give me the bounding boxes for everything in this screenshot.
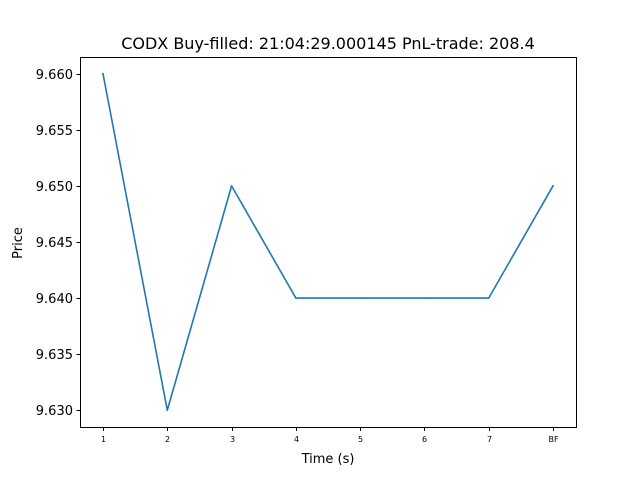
x-axis-ticks: 1 2 3 4 5 6 7 BF xyxy=(101,427,559,444)
data-point xyxy=(487,297,490,299)
x-tick-label: 4 xyxy=(294,435,299,444)
y-tick-label: 9.630 xyxy=(36,404,73,419)
price-series-line xyxy=(102,72,555,412)
y-tick-label: 9.655 xyxy=(36,124,73,139)
chart-title: CODX Buy-filled: 21:04:29.000145 PnL-tra… xyxy=(121,34,535,53)
data-point xyxy=(552,185,554,187)
x-axis-label: Time (s) xyxy=(301,452,355,467)
data-point xyxy=(230,185,233,187)
data-point xyxy=(102,73,104,75)
x-tick-label: 3 xyxy=(230,435,235,444)
x-tick-label: BF xyxy=(548,435,558,444)
y-axis-label: Price xyxy=(11,227,26,259)
data-point xyxy=(423,297,426,299)
x-tick-label: 1 xyxy=(101,435,106,444)
data-point xyxy=(166,409,169,412)
y-tick-label: 9.645 xyxy=(36,236,73,251)
y-tick-label: 9.635 xyxy=(36,348,73,363)
series-group xyxy=(102,72,555,412)
plot-frame xyxy=(80,57,577,428)
y-tick-label: 9.640 xyxy=(36,292,73,307)
data-point xyxy=(359,297,361,299)
y-tick-label: 9.660 xyxy=(36,68,73,83)
y-axis-ticks: 9.630 9.635 9.640 9.645 9.650 9.655 9.660 xyxy=(36,68,81,419)
x-tick-label: 2 xyxy=(165,435,170,444)
x-tick-label: 5 xyxy=(358,435,363,444)
y-tick-label: 9.650 xyxy=(36,180,73,195)
x-tick-label: 6 xyxy=(422,435,427,444)
x-tick-label: 7 xyxy=(487,435,492,444)
data-point xyxy=(295,297,297,299)
